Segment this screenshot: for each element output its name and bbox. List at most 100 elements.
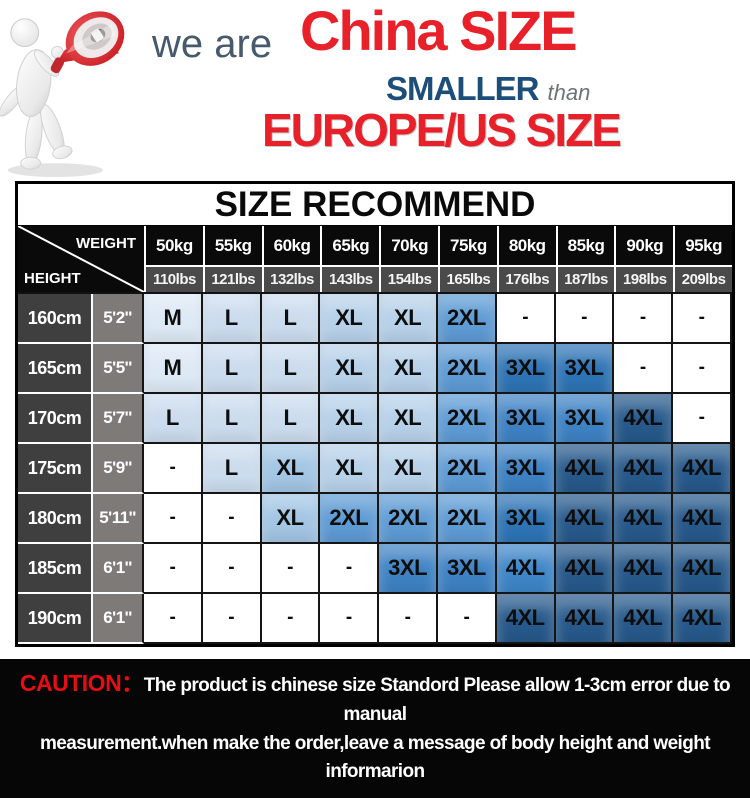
table-header: WEIGHT HEIGHT 50kg 55kg 60kg 65kg 70kg 75kg 80…: [18, 226, 732, 294]
table-row: 175cm 5'9'' - L XL XL XL 2XL 3XL 4XL 4XL 4XL: [18, 444, 732, 494]
weight-lbs-cell: 143lbs: [320, 267, 380, 292]
table-title: SIZE RECOMMEND: [18, 184, 732, 226]
size-cell: -: [673, 394, 732, 444]
size-cell: L: [261, 294, 321, 344]
size-cell: 4XL: [614, 444, 674, 494]
caution-banner: CAUTION：The product is chinese size Stan…: [0, 659, 750, 798]
weight-lbs-cell: 121lbs: [202, 267, 262, 292]
size-cell: 2XL: [320, 494, 380, 544]
height-cm-cell: 165cm: [18, 344, 93, 394]
height-ft-cell: 5'2'': [93, 294, 144, 344]
table-row: 190cm 6'1'' - - - - - -4XL 4XL 4XL 4XL: [18, 594, 732, 644]
size-cell: 4XL: [673, 494, 732, 544]
height-cm-cell: 160cm: [18, 294, 93, 344]
height-cm-cell: 175cm: [18, 444, 93, 494]
size-cell: 4XL: [614, 544, 674, 594]
size-cell: 2XL: [437, 494, 497, 544]
table-row: 180cm 5'11'' - - XL 2XL 2XL 2XL 3XL 4XL 4XL 4XL: [18, 494, 732, 544]
size-cell: L: [144, 394, 203, 444]
size-cell: 4XL: [496, 594, 556, 644]
size-cell: 3XL: [555, 394, 615, 444]
size-cell: XL: [261, 494, 321, 544]
caution-text-1: The product is chinese size Standord Ple…: [143, 675, 731, 725]
size-cell: -: [202, 544, 262, 594]
caution-label: CAUTION：: [19, 670, 144, 696]
size-cell: 3XL: [379, 544, 438, 594]
weight-height-corner-cell: WEIGHT HEIGHT: [18, 226, 144, 292]
size-cell: 3XL: [555, 344, 615, 394]
table-row: 185cm 6'1'' - - - -3XL 3XL 4XL 4XL 4XL 4XL: [18, 544, 732, 594]
size-cell: L: [261, 344, 321, 394]
table-body: 160cm 5'2'' M L L XL XL 2XL - - - -165cm 5'5'' M L L XL X…: [18, 294, 732, 644]
size-cell: -: [614, 344, 674, 394]
size-cell: -: [144, 544, 203, 594]
banner-smaller-text: SMALLER: [386, 70, 539, 107]
height-ft-cell: 5'7'': [93, 394, 144, 444]
size-cell: 2XL: [437, 294, 497, 344]
height-ft-cell: 5'5'': [93, 344, 144, 394]
size-cell: -: [614, 294, 674, 344]
weight-kg-cell: 65kg: [320, 226, 380, 267]
corner-weight-label: WEIGHT: [76, 235, 136, 252]
size-cell: 3XL: [496, 344, 556, 394]
promo-banner: we are China SIZE SMALLER than EUROPE/US …: [0, 0, 750, 181]
size-cell: XL: [320, 294, 380, 344]
size-cell: L: [261, 394, 321, 444]
height-ft-cell: 6'1'': [93, 594, 144, 644]
weight-kg-cell: 85kg: [555, 226, 615, 267]
size-cell: -: [261, 594, 321, 644]
caution-line-2: measurement.when make the order,leave a …: [40, 733, 711, 782]
weight-lbs-cell: 165lbs: [437, 267, 497, 292]
size-cell: 4XL: [673, 444, 732, 494]
size-cell: -: [555, 294, 615, 344]
size-cell: -: [673, 294, 732, 344]
size-cell: L: [202, 294, 262, 344]
size-cell: XL: [379, 444, 438, 494]
weight-kg-cell: 90kg: [614, 226, 674, 267]
size-cell: 4XL: [555, 544, 615, 594]
weight-kg-cell: 55kg: [202, 226, 262, 267]
height-cm-cell: 170cm: [18, 394, 93, 444]
size-cell: 2XL: [437, 444, 497, 494]
size-cell: 4XL: [555, 594, 615, 644]
size-cell: -: [202, 494, 262, 544]
size-cell: L: [202, 344, 262, 394]
size-cell: -: [320, 544, 380, 594]
weight-lbs-cell: 132lbs: [261, 267, 321, 292]
size-cell: XL: [320, 394, 380, 444]
banner-china-size-text: China SIZE: [300, 0, 578, 62]
size-cell: 4XL: [555, 444, 615, 494]
height-ft-cell: 5'9'': [93, 444, 144, 494]
diagonal-divider-icon: [18, 226, 144, 292]
weight-lbs-cell: 209lbs: [673, 267, 732, 292]
size-cell: 4XL: [496, 544, 556, 594]
weight-lbs-cell: 110lbs: [144, 267, 203, 292]
size-cell: L: [202, 444, 262, 494]
banner-than-text: than: [547, 80, 591, 105]
size-cell: -: [144, 444, 203, 494]
weight-kg-cell: 70kg: [379, 226, 438, 267]
size-cell: -: [320, 594, 380, 644]
size-cell: XL: [379, 294, 438, 344]
size-cell: 4XL: [555, 494, 615, 544]
size-cell: 2XL: [379, 494, 438, 544]
weight-kg-cell: 95kg: [673, 226, 732, 267]
size-cell: -: [144, 494, 203, 544]
size-cell: 3XL: [496, 444, 556, 494]
size-cell: -: [261, 544, 321, 594]
table-row: 165cm 5'5'' M L L XL XL 2XL 3XL 3XL - -: [18, 344, 732, 394]
size-cell: 4XL: [673, 544, 732, 594]
table-row: 160cm 5'2'' M L L XL XL 2XL - - - -: [18, 294, 732, 344]
caution-line-1: CAUTION：The product is chinese size Stan…: [4, 669, 746, 730]
height-ft-cell: 5'11'': [93, 494, 144, 544]
size-cell: -: [144, 594, 203, 644]
size-cell: 3XL: [496, 394, 556, 444]
size-cell: XL: [320, 344, 380, 394]
table-row: 170cm 5'7'' L L L XL XL 2XL 3XL 3XL 4XL -: [18, 394, 732, 444]
weight-kg-cell: 75kg: [437, 226, 497, 267]
size-cell: 3XL: [437, 544, 497, 594]
height-cm-cell: 185cm: [18, 544, 93, 594]
size-cell: XL: [379, 344, 438, 394]
megaphone-icon: [50, 11, 125, 74]
size-cell: 3XL: [496, 494, 556, 544]
